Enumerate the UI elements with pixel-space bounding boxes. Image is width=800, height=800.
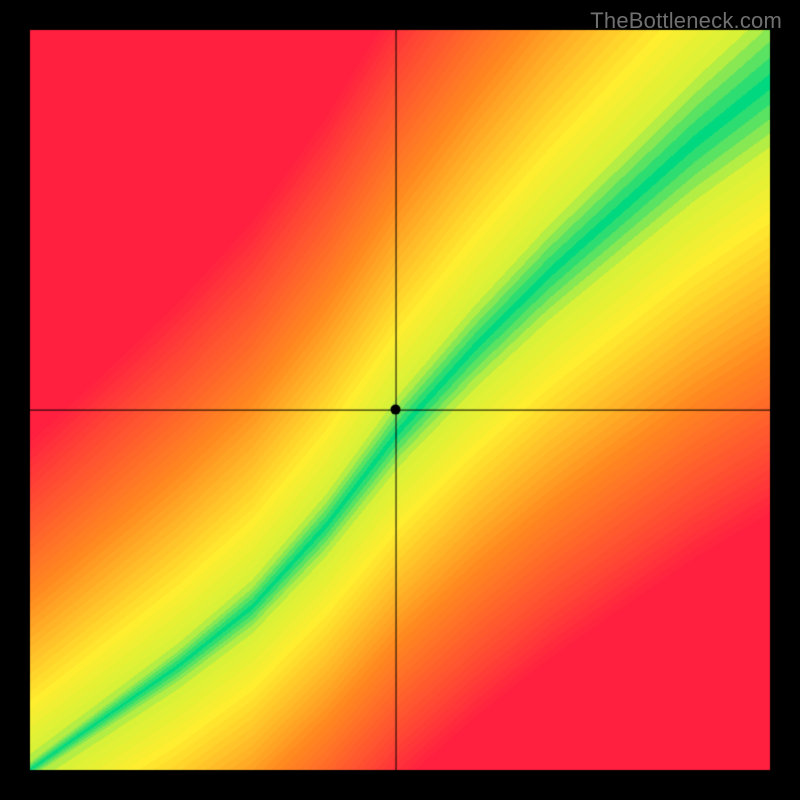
bottleneck-heatmap bbox=[0, 0, 800, 800]
watermark-text: TheBottleneck.com bbox=[590, 8, 782, 34]
chart-container: TheBottleneck.com bbox=[0, 0, 800, 800]
